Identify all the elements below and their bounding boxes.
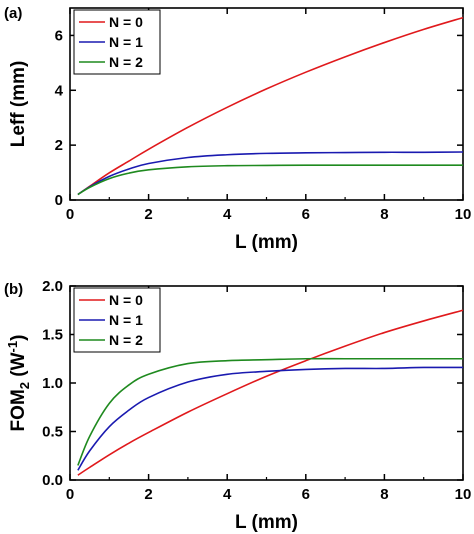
y-tick-label: 6 — [55, 27, 63, 44]
y-axis-label-superscript: -1 — [5, 341, 20, 353]
legend-label: N = 0 — [109, 292, 143, 308]
x-axis-label: L (mm) — [235, 512, 298, 533]
x-tick-label: 8 — [380, 206, 388, 223]
x-tick-label: 4 — [223, 206, 232, 223]
y-tick-label: 0.0 — [42, 472, 63, 489]
y-tick-label: 2 — [55, 137, 63, 154]
legend-label: N = 1 — [109, 34, 143, 50]
legend-label: N = 1 — [109, 312, 143, 328]
y-axis-label: Leff (mm) — [8, 61, 29, 148]
panel-label: (a) — [4, 5, 22, 22]
legend: N = 0 N = 1 N = 2 — [73, 287, 161, 353]
y-tick-label: 1.5 — [42, 327, 63, 344]
y-tick-label: 4 — [55, 82, 64, 99]
legend-label: N = 2 — [109, 332, 143, 348]
series-line-n0 — [77, 309, 464, 476]
y-tick-label: 2.0 — [42, 278, 63, 295]
x-axis-label: L (mm) — [235, 232, 298, 253]
x-tick-label: 4 — [223, 486, 232, 503]
legend-box — [73, 9, 161, 75]
x-tick-label: 0 — [66, 486, 74, 503]
x-tick-label: 10 — [455, 206, 472, 223]
y-axis-label-subscript: 2 — [17, 382, 32, 389]
panel-label: (b) — [4, 281, 23, 298]
series-line-n1 — [77, 151, 464, 196]
series-line-n2 — [77, 357, 463, 466]
y-axis-label-unit-close: ) — [8, 335, 29, 341]
x-tick-label: 6 — [302, 206, 310, 223]
y-axis-label-unit: (W — [8, 352, 29, 382]
legend-label: N = 2 — [109, 54, 143, 70]
y-tick-label: 0 — [55, 192, 63, 209]
series-line-n2 — [77, 164, 463, 196]
series-line-n1 — [77, 366, 464, 471]
y-tick-label: 0.5 — [42, 424, 63, 441]
y-axis-label: FOM2 (W-1) — [5, 335, 32, 432]
legend-label: N = 0 — [109, 14, 143, 30]
y-axis-label-main: FOM — [8, 389, 29, 431]
y-axis-label-main: Leff (mm) — [8, 61, 29, 148]
x-tick-label: 6 — [302, 486, 310, 503]
x-tick-label: 8 — [380, 486, 388, 503]
series-line-n0 — [77, 16, 464, 196]
x-tick-label: 2 — [144, 486, 152, 503]
y-tick-label: 1.0 — [42, 375, 63, 392]
x-tick-label: 2 — [144, 206, 152, 223]
x-tick-label: 10 — [455, 486, 472, 503]
legend: N = 0 N = 1 N = 2 — [73, 9, 161, 75]
x-tick-label: 0 — [66, 206, 74, 223]
chart-panel-1: (b)0 2 4 6 8 100.00.51.01.52.0L (mm)FOM2 (W-1… — [4, 278, 471, 533]
